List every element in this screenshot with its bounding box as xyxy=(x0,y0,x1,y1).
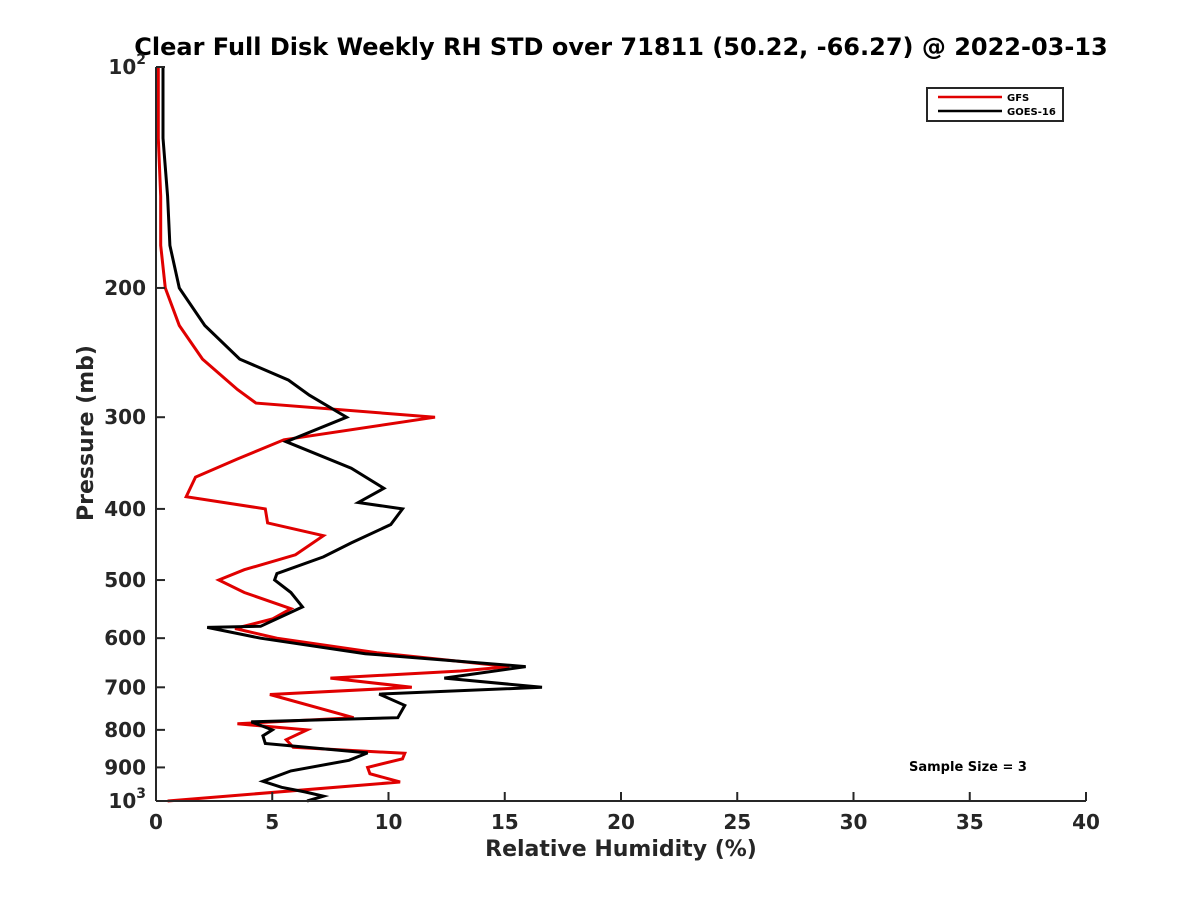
series-layer xyxy=(156,67,543,803)
x-tick-label: 20 xyxy=(607,810,635,834)
y-tick-label: 800 xyxy=(104,718,146,742)
legend: GFS GOES-16 xyxy=(926,87,1064,122)
y-tick-label: 200 xyxy=(104,276,146,300)
y-tick-label: 600 xyxy=(104,626,146,650)
x-tick-label: 0 xyxy=(149,810,163,834)
y-tick-label: 500 xyxy=(104,568,146,592)
y-tick-exponent: 3 xyxy=(136,786,146,802)
series-line-gfs xyxy=(156,67,510,803)
y-axis-title: Pressure (mb) xyxy=(74,345,99,521)
y-tick-label: 300 xyxy=(104,405,146,429)
x-tick-label: 15 xyxy=(491,810,519,834)
x-tick-label: 25 xyxy=(723,810,751,834)
x-axis-ticks: 0 5 10 15 20 25 30 35 40 xyxy=(149,792,1100,834)
legend-label-goes-16: GOES-16 xyxy=(1007,107,1056,118)
y-tick-label: 700 xyxy=(104,675,146,699)
chart-title: Clear Full Disk Weekly RH STD over 71811… xyxy=(134,33,1107,61)
series-line-goes-16 xyxy=(161,67,543,803)
x-tick-label: 30 xyxy=(840,810,868,834)
x-axis-title: Relative Humidity (%) xyxy=(485,837,757,862)
x-tick-label: 40 xyxy=(1072,810,1100,834)
y-tick-exponent: 2 xyxy=(136,52,146,68)
x-tick-label: 5 xyxy=(265,810,279,834)
legend-label-gfs: GFS xyxy=(1007,93,1029,104)
sample-size-annotation: Sample Size = 3 xyxy=(909,760,1027,775)
y-tick-label: 900 xyxy=(104,755,146,779)
y-tick-label: 400 xyxy=(104,497,146,521)
x-tick-label: 10 xyxy=(375,810,403,834)
x-tick-label: 35 xyxy=(956,810,984,834)
legend-box xyxy=(926,87,1064,122)
